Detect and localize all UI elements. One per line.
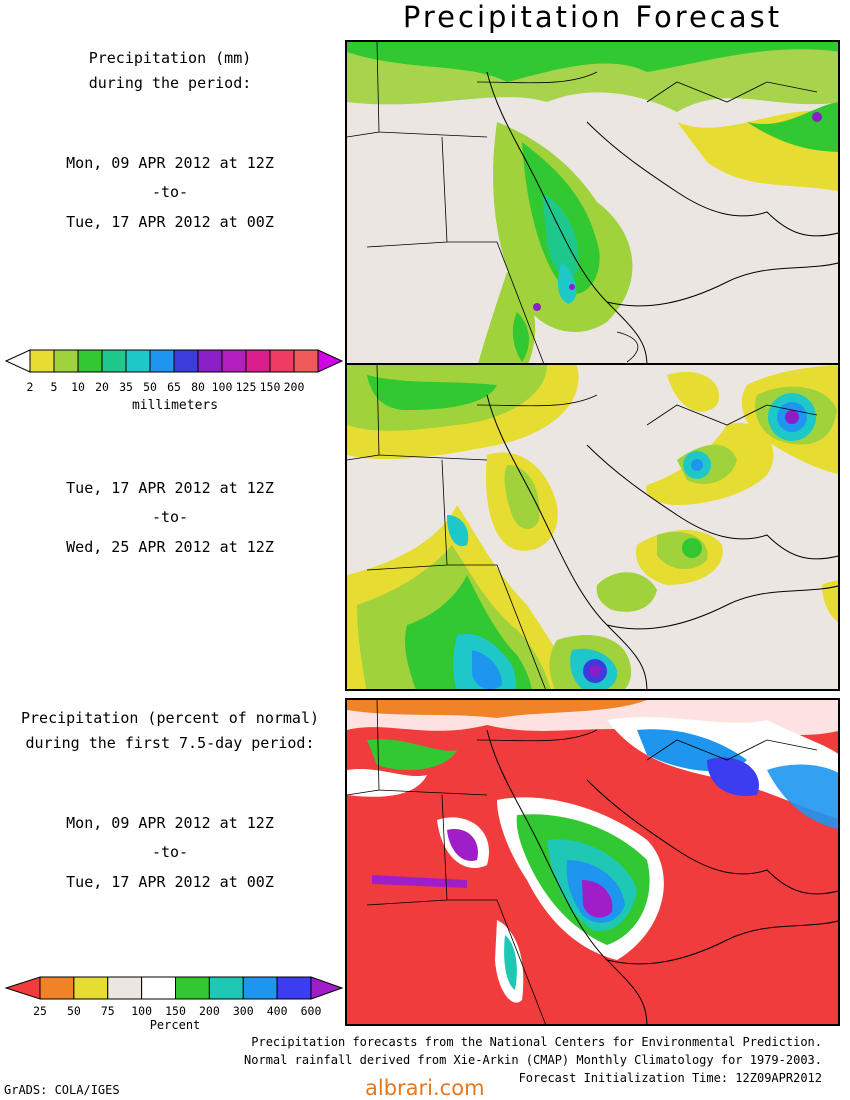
colorbar-mm-tick-label: 10 [71,380,85,394]
colorbar-percent-unit: Percent [149,1018,201,1032]
colorbar-percent [4,976,344,1000]
panel3-caption-line2: during the first 7.5-day period: [25,734,315,752]
panel1-caption-line2: during the period: [88,74,252,92]
colorbar-mm-swatch [269,349,295,373]
credits-line3: Forecast Initialization Time: 12Z09APR20… [518,1071,822,1085]
colorbar-mm-swatch [197,349,223,373]
credits-line1: Precipitation forecasts from the Nationa… [251,1035,822,1049]
colorbar-mm-swatch [221,349,247,373]
colorbar-mm-tick-label: 50 [143,380,157,394]
colorbar-mm-unit: millimeters [131,398,219,413]
map-panel-precip-period1 [345,40,840,365]
colorbar-percent-low-arrow [4,976,41,1000]
panel2-to: -to- [151,508,189,526]
colorbar-mm-tick-label: 200 [283,380,305,394]
colorbar-mm-tick-label: 2 [26,380,34,394]
colorbar-percent-tick-label: 600 [300,1004,322,1018]
panel3-to: -to- [151,843,189,861]
colorbar-mm-swatch [125,349,151,373]
panel2-end-date: Wed, 25 APR 2012 at 12Z [66,538,274,556]
panel1-to: -to- [151,183,189,201]
colorbar-percent-tick-label: 25 [33,1004,47,1018]
colorbar-mm-swatch [53,349,79,373]
panel2-start-date: Tue, 17 APR 2012 at 12Z [66,479,274,497]
colorbar-percent-high-arrow [310,976,344,1000]
credits-line2: Normal rainfall derived from Xie-Arkin (… [244,1053,822,1067]
colorbar-mm-swatch [29,349,55,373]
map-panel-precip-period2 [345,363,840,691]
colorbar-mm-tick-label: 125 [235,380,257,394]
colorbar-percent-tick-label: 75 [100,1004,115,1018]
colorbar-mm-labels: 2 5 10 20 35 50 65 80 100 125 150 200 [0,380,345,396]
colorbar-percent-labels: 25 50 75 100 150 200 300 400 600 [0,1004,345,1020]
colorbar-percent-tick-label: 400 [266,1004,288,1018]
panel3-caption-line1: Precipitation (percent of normal) [20,709,319,727]
colorbar-mm-tick-label: 150 [259,380,281,394]
panel1-caption-line1: Precipitation (mm) [88,49,252,67]
colorbar-percent-swatch [39,976,75,1000]
colorbar-mm-tick-label: 80 [191,380,205,394]
colorbar-mm-low-arrow [4,349,31,373]
colorbar-mm [4,349,344,373]
colorbar-mm-swatch [77,349,103,373]
colorbar-percent-tick-label: 300 [232,1004,254,1018]
colorbar-mm-high-arrow [317,349,344,373]
colorbar-percent-tick-label: 50 [66,1004,81,1018]
colorbar-mm-swatch [293,349,319,373]
colorbar-mm-swatch [173,349,199,373]
colorbar-percent-swatch [175,976,210,1000]
colorbar-percent-tick-label: 100 [131,1004,153,1018]
colorbar-percent-swatch [107,976,143,1000]
colorbar-percent-tick-label: 150 [165,1004,186,1018]
watermark: albrari.com [365,1076,485,1100]
software-credit: GrADS: COLA/IGES [4,1083,120,1097]
colorbar-mm-tick-label: 5 [50,380,58,394]
colorbar-mm-swatch [101,349,127,373]
panel1-start-date: Mon, 09 APR 2012 at 12Z [66,154,274,172]
colorbar-mm-swatch [149,349,175,373]
colorbar-mm-tick-label: 100 [211,380,233,394]
colorbar-mm-swatch [245,349,271,373]
colorbar-percent-swatch [276,976,312,1000]
colorbar-percent-swatch [242,976,278,1000]
page-title: Precipitation Forecast [402,0,783,34]
colorbar-mm-tick-label: 65 [167,380,181,394]
panel3-end-date: Tue, 17 APR 2012 at 00Z [66,873,274,891]
panel3-start-date: Mon, 09 APR 2012 at 12Z [66,814,274,832]
colorbar-percent-swatch [73,976,109,1000]
colorbar-mm-tick-label: 35 [119,380,133,394]
panel1-end-date: Tue, 17 APR 2012 at 00Z [66,213,274,231]
map-panel-percent-normal [345,698,840,1026]
colorbar-mm-tick-label: 20 [95,380,109,394]
colorbar-percent-swatch [141,976,176,1000]
colorbar-percent-tick-label: 200 [198,1004,220,1018]
colorbar-percent-swatch [208,976,244,1000]
